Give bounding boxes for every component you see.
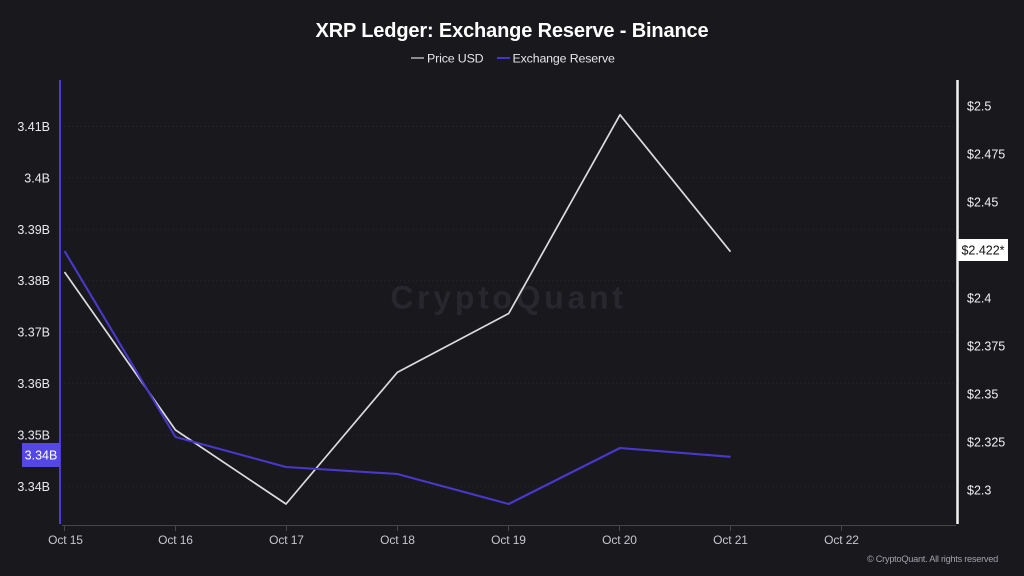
svg-text:3.34B: 3.34B <box>25 449 58 463</box>
svg-text:3.41B: 3.41B <box>17 120 50 134</box>
svg-text:Oct 17: Oct 17 <box>269 533 304 547</box>
svg-text:3.37B: 3.37B <box>17 326 50 340</box>
svg-text:$2.45: $2.45 <box>967 196 998 210</box>
svg-text:Oct 22: Oct 22 <box>824 533 859 547</box>
svg-text:$2.375: $2.375 <box>967 340 1005 354</box>
svg-text:Oct 21: Oct 21 <box>713 533 748 547</box>
svg-text:3.35B: 3.35B <box>17 429 50 443</box>
svg-text:© CryptoQuant. All rights rese: © CryptoQuant. All rights reserved <box>867 554 998 564</box>
svg-text:3.39B: 3.39B <box>17 223 50 237</box>
svg-text:3.34B: 3.34B <box>17 480 50 494</box>
svg-text:Oct 18: Oct 18 <box>380 533 415 547</box>
svg-text:3.36B: 3.36B <box>17 377 50 391</box>
svg-text:3.4B: 3.4B <box>24 171 50 185</box>
svg-text:$2.35: $2.35 <box>967 388 998 402</box>
svg-text:CryptoQuant: CryptoQuant <box>390 280 626 316</box>
svg-text:Oct 16: Oct 16 <box>158 533 193 547</box>
svg-text:$2.5: $2.5 <box>967 100 991 114</box>
svg-text:3.38B: 3.38B <box>17 274 50 288</box>
svg-text:Price USD: Price USD <box>427 52 484 66</box>
svg-text:$2.422*: $2.422* <box>961 244 1004 258</box>
svg-text:Exchange Reserve: Exchange Reserve <box>513 52 616 66</box>
svg-text:$2.3: $2.3 <box>967 484 991 498</box>
svg-text:XRP Ledger: Exchange Reserve -: XRP Ledger: Exchange Reserve - Binance <box>316 20 709 42</box>
svg-text:$2.325: $2.325 <box>967 436 1005 450</box>
svg-text:$2.4: $2.4 <box>967 292 991 306</box>
svg-text:Oct 20: Oct 20 <box>602 533 637 547</box>
svg-text:$2.475: $2.475 <box>967 148 1005 162</box>
svg-text:Oct 19: Oct 19 <box>491 533 526 547</box>
svg-text:Oct 15: Oct 15 <box>48 533 83 547</box>
